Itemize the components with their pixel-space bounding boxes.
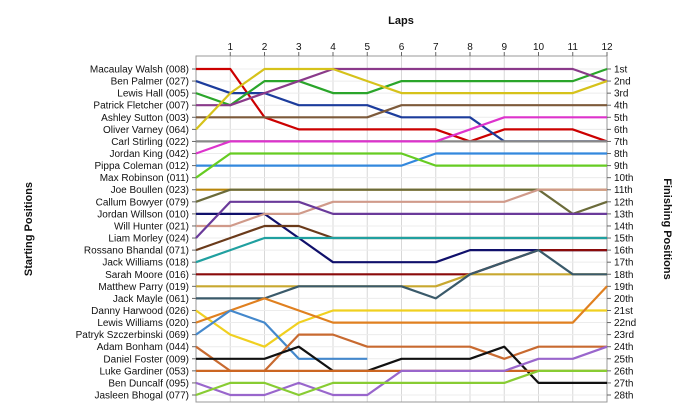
driver-label: Jordan King (042) [110,149,190,160]
driver-label: Adam Bonham (044) [97,342,189,353]
finishing-position-label: 2nd [614,77,631,88]
driver-label: Rossano Bhandal (071) [84,246,189,257]
driver-label: Danny Harwood (026) [91,306,189,317]
driver-label: Jordan Willson (010) [97,209,189,220]
finishing-position-label: 20th [614,294,633,305]
driver-line [195,200,607,239]
lap-tick-label: 9 [501,42,507,53]
left-axis-title: Starting Positions [23,182,35,276]
lap-tick-label: 2 [262,42,268,53]
driver-label: Lewis Hall (005) [117,89,189,100]
driver-label: Ashley Sutton (003) [101,113,189,124]
driver-label: Macaulay Walsh (008) [90,65,189,76]
driver-label: Max Robinson (011) [100,173,189,184]
finishing-position-label: 14th [614,221,633,232]
finishing-position-label: 23rd [614,330,634,341]
driver-line [195,67,608,107]
driver-label: Jack Williams (018) [102,258,189,269]
lap-tick-label: 4 [330,42,336,53]
driver-label: Oliver Varney (064) [103,125,189,136]
driver-label: Jack Mayle (061) [113,294,189,305]
driver-label: Patrick Fletcher (007) [93,101,189,112]
finishing-position-label: 22nd [614,318,636,329]
driver-label: Luke Gardiner (053) [100,366,190,377]
finishing-position-label: 16th [614,246,633,257]
finishing-position-label: 24th [614,342,633,353]
finishing-position-label: 18th [614,270,633,281]
finishing-position-label: 7th [614,137,628,148]
finishing-position-label: 19th [614,282,633,293]
finishing-position-label: 26th [614,366,633,377]
finishing-position-label: 21st [614,306,633,317]
finishing-position-label: 3rd [614,89,628,100]
driver-label: Carl Stirling (022) [111,137,189,148]
lap-ticks: 1 2 3 4 5 6 7 8 9 10 11 12 [227,42,613,56]
starting-position-labels: Macaulay Walsh (008)Ben Palmer (027)Lewi… [76,65,196,402]
driver-line [196,152,607,167]
driver-label: Lewis Williams (020) [97,318,189,329]
driver-line [195,345,608,397]
driver-line [196,67,608,107]
lap-tick-label: 6 [399,42,405,53]
driver-label: Patryk Szczerbinski (069) [76,330,189,341]
finishing-position-label: 1st [614,65,628,76]
lap-tick-label: 11 [568,42,579,53]
lap-tick-label: 8 [467,42,473,53]
driver-label: Joe Boullen (023) [111,185,189,196]
right-axis-title: Finishing Positions [661,178,673,279]
driver-line [195,67,608,131]
driver-line [195,236,607,264]
driver-line [195,285,608,324]
lap-tick-label: 3 [296,42,302,53]
lap-tick-label: 1 [227,42,233,53]
driver-line [196,188,607,228]
finishing-position-label: 10th [614,173,633,184]
driver-label: Ben Palmer (027) [111,77,189,88]
driver-label: Ben Duncalf (095) [108,378,189,389]
driver-label: Daniel Foster (009) [103,354,189,365]
driver-line [195,309,368,360]
finishing-position-label: 25th [614,354,633,365]
driver-label: Callum Bowyer (079) [96,197,189,208]
finishing-position-label: 8th [614,149,628,160]
driver-line [195,309,607,348]
driver-label: Sarah Moore (016) [105,270,189,281]
lap-tick-label: 12 [601,42,613,53]
driver-label: Will Hunter (021) [114,221,189,232]
lap-tick-label: 7 [433,42,439,53]
driver-label: Pippa Coleman (012) [95,161,190,172]
finishing-position-label: 5th [614,113,628,124]
x-axis-title: Laps [388,15,414,27]
driver-line [195,152,607,179]
finishing-position-label: 13th [614,209,633,220]
driver-label: Matthew Parry (019) [98,282,189,293]
finishing-position-label: 11th [614,185,633,196]
finishing-position-label: 15th [614,234,633,245]
driver-line [196,345,607,384]
finishing-position-label: 27th [614,378,633,389]
driver-label: Liam Morley (024) [108,234,189,245]
driver-line [196,104,607,119]
finishing-position-label: 6th [614,125,628,136]
lap-tick-label: 10 [533,42,545,53]
finishing-position-label: 17th [614,258,633,269]
lap-tick-label: 5 [364,42,370,53]
finishing-position-label: 12th [614,197,633,208]
driver-line [195,369,607,397]
finishing-position-label: 28th [614,391,633,402]
driver-line [195,116,607,155]
finishing-position-label: 9th [614,161,628,172]
driver-label: Jasleen Bhogal (077) [94,391,189,402]
driver-lines [195,67,608,397]
finishing-position-labels: 1st2nd3rd4th5th6th7th8th9th10th11th12th1… [607,65,636,402]
finishing-position-label: 4th [614,101,628,112]
